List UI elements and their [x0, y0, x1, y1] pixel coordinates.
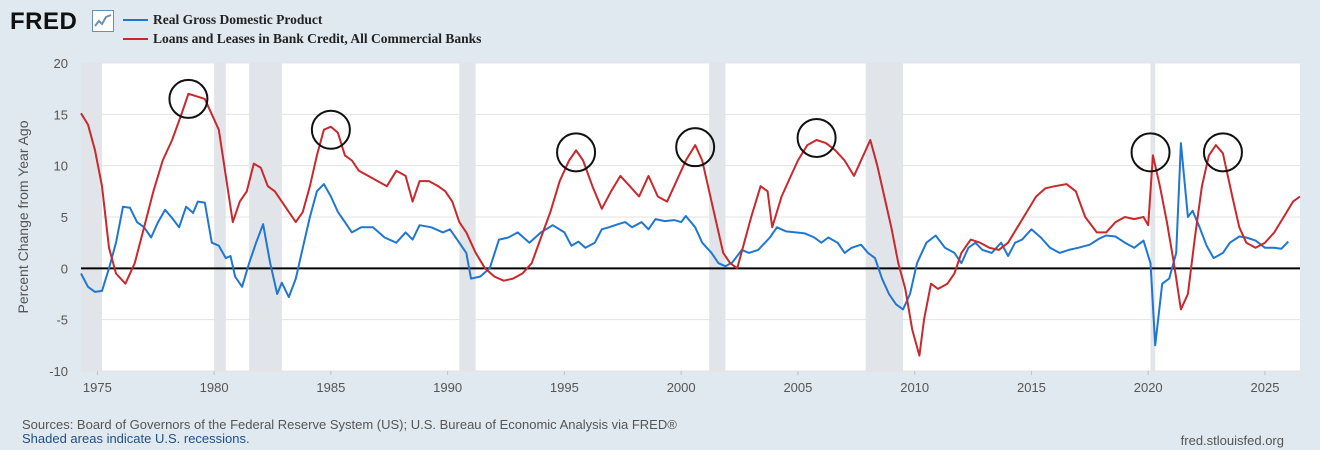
chart-header: FRED Real Gross Domestic Product Loans a…: [0, 0, 1320, 56]
annotation-circles: [168, 78, 1243, 173]
recession-note: Shaded areas indicate U.S. recessions.: [22, 431, 250, 446]
legend-swatch-gdp: [123, 18, 148, 21]
fred-logo[interactable]: FRED: [10, 8, 78, 35]
annotation-circle: [168, 78, 209, 119]
x-tick-label: 2000: [667, 380, 696, 395]
y-axis-ticks: -10 -5 0 5 10 15 20: [49, 56, 68, 379]
y-tick-label: -5: [56, 313, 68, 328]
legend-label-loans: Loans and Leases in Bank Credit, All Com…: [153, 30, 482, 46]
x-tick-label: 2015: [1017, 380, 1046, 395]
legend-label-gdp: Real Gross Domestic Product: [153, 11, 323, 27]
annotation-circle: [310, 109, 351, 150]
y-tick-label: 0: [61, 261, 68, 276]
x-axis-ticks: 1975 1980 1985 1990 1995 2000 2005 2010 2015 2020…: [83, 371, 1280, 395]
series-line-loans[interactable]: [80, 92, 1301, 357]
chart-footer: Sources: Board of Governors of the Feder…: [22, 418, 677, 446]
x-tick-label: 1995: [550, 380, 579, 395]
site-link[interactable]: fred.stlouisfed.org: [1180, 433, 1284, 448]
x-tick-label: 2025: [1251, 380, 1280, 395]
y-tick-label: 15: [54, 107, 68, 122]
x-tick-label: 2010: [900, 380, 929, 395]
series-line-gdp[interactable]: [80, 142, 1290, 347]
sources-text: Sources: Board of Governors of the Feder…: [22, 417, 677, 432]
x-tick-label: 1980: [200, 380, 229, 395]
y-tick-label: 5: [61, 210, 68, 225]
annotation-circle: [1130, 132, 1171, 173]
x-tick-label: 1990: [433, 380, 462, 395]
x-tick-label: 1975: [83, 380, 112, 395]
annotation-circle: [1202, 132, 1243, 173]
legend-swatch-loans: [123, 37, 148, 40]
x-tick-label: 1985: [316, 380, 345, 395]
chart-legend: Real Gross Domestic Product Loans and Le…: [123, 10, 481, 48]
y-tick-label: 10: [54, 159, 68, 174]
line-chart-icon: [92, 10, 114, 32]
y-tick-label: 20: [54, 56, 68, 71]
legend-item-loans[interactable]: Loans and Leases in Bank Credit, All Com…: [123, 29, 481, 48]
annotation-circle: [796, 117, 837, 158]
y-axis-title: Percent Change from Year Ago: [15, 120, 31, 313]
legend-item-gdp[interactable]: Real Gross Domestic Product: [123, 10, 481, 29]
y-tick-label: -10: [49, 364, 68, 379]
x-tick-label: 2005: [783, 380, 812, 395]
annotation-circle: [556, 132, 597, 173]
x-tick-label: 2020: [1134, 380, 1163, 395]
annotation-circle: [675, 127, 716, 168]
series-lines: [80, 92, 1301, 357]
